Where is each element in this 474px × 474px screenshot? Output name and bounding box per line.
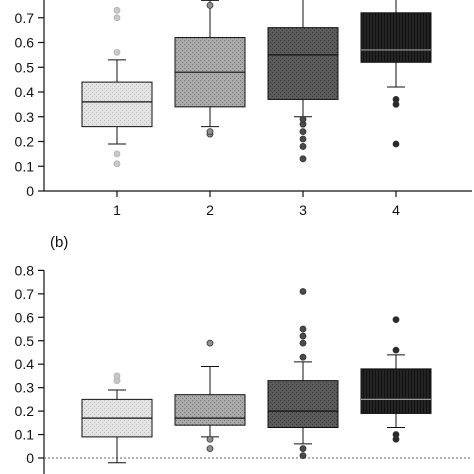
outlier-point <box>113 160 121 168</box>
x-tick-label: 2 <box>206 202 214 218</box>
y-tick-label: 0 <box>26 450 34 466</box>
outlier-point <box>299 353 307 361</box>
y-tick-label: 0.1 <box>15 427 35 443</box>
outlier-point <box>299 155 307 163</box>
box-2 <box>174 339 246 453</box>
outlier-point <box>299 445 307 453</box>
outlier-point <box>392 346 400 354</box>
y-tick-label: 0.5 <box>15 333 35 349</box>
outlier-point <box>113 49 121 56</box>
outlier-point <box>206 445 214 453</box>
panel-label: (b) <box>50 234 68 251</box>
y-tick-label: 0.3 <box>15 380 35 396</box>
y-tick-label: 0.6 <box>15 35 35 51</box>
y-tick-label: 0 <box>26 183 34 199</box>
outlier-point <box>299 339 307 347</box>
outlier-point <box>206 435 214 443</box>
y-tick-label: 0.6 <box>15 309 35 325</box>
outlier-point <box>299 452 307 460</box>
outlier-point <box>299 325 307 333</box>
box-1 <box>81 372 153 464</box>
outlier-point <box>299 288 307 295</box>
outlier-point <box>299 332 307 340</box>
box-2 <box>174 0 246 138</box>
panel-a: 0 0.1 0.2 0.3 0.4 0.5 0.6 0.7 1 2 3 4 <box>15 0 472 218</box>
outlier-point <box>392 431 400 438</box>
outlier-point <box>113 14 121 22</box>
box-iqr <box>267 380 339 429</box>
box-3 <box>267 0 339 163</box>
y-tick-label: 0.4 <box>15 356 35 372</box>
box-3 <box>267 288 339 460</box>
outlier-point <box>113 150 121 158</box>
box-iqr <box>360 368 432 414</box>
box-iqr <box>360 12 432 63</box>
outlier-point <box>206 1 214 9</box>
y-tick-label: 0.7 <box>15 286 35 302</box>
outlier-point <box>299 143 307 150</box>
y-tick-label: 0.1 <box>15 158 35 174</box>
x-tick-label: 4 <box>392 202 400 218</box>
outlier-point <box>392 316 400 324</box>
outlier-point <box>113 372 121 380</box>
y-tick-label: 0.8 <box>15 262 35 278</box>
y-tick-label: 0.7 <box>15 10 35 26</box>
x-tick-label: 3 <box>299 202 307 218</box>
box-4 <box>360 316 432 443</box>
outlier-point <box>299 115 307 123</box>
box-4 <box>360 0 432 148</box>
outlier-point <box>206 128 214 136</box>
outlier-point <box>392 96 400 103</box>
box-iqr <box>267 27 339 100</box>
panel-b: 0 0.1 0.2 0.3 0.4 0.5 0.6 0.7 0.8 (b) <box>15 234 472 474</box>
outlier-point <box>113 6 121 14</box>
outlier-point <box>206 339 214 347</box>
outlier-point <box>299 128 307 136</box>
y-tick-label: 0.2 <box>15 403 35 419</box>
outlier-point <box>392 140 400 148</box>
y-tick-label: 0.2 <box>15 134 35 150</box>
box-iqr <box>81 81 153 128</box>
box-1 <box>81 6 153 168</box>
y-tick-label: 0.3 <box>15 109 35 125</box>
y-tick-label: 0.4 <box>15 84 35 100</box>
x-tick-label: 1 <box>113 202 121 218</box>
y-tick-label: 0.5 <box>15 59 35 75</box>
outlier-point <box>299 135 307 143</box>
box-iqr <box>174 394 246 426</box>
